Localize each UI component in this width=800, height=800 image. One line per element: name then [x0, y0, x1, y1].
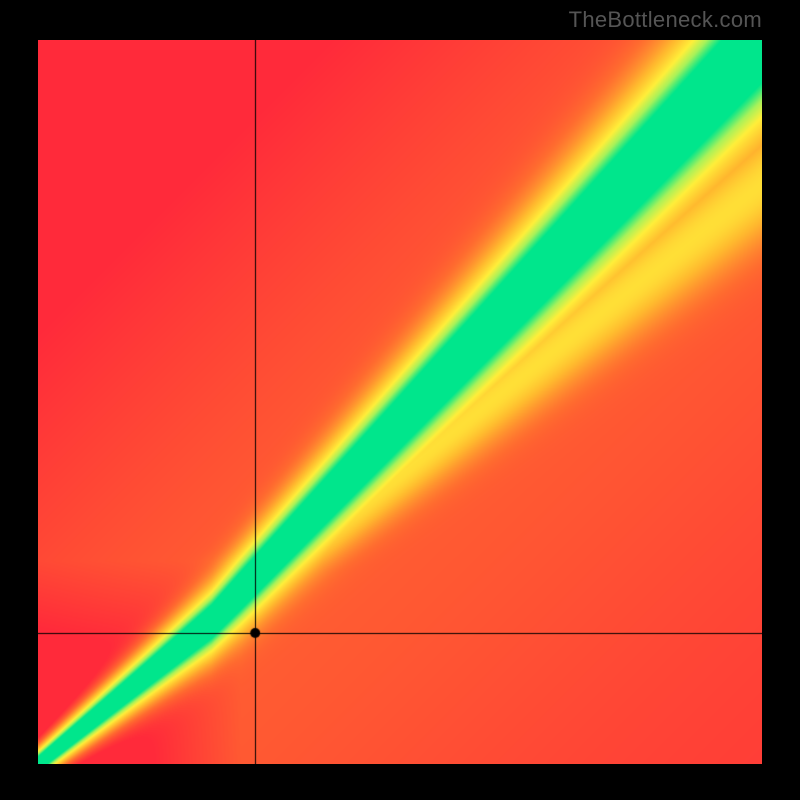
chart-frame: TheBottleneck.com [0, 0, 800, 800]
plot-area [38, 40, 762, 764]
crosshair-overlay [38, 40, 762, 764]
watermark-text: TheBottleneck.com [569, 7, 762, 33]
